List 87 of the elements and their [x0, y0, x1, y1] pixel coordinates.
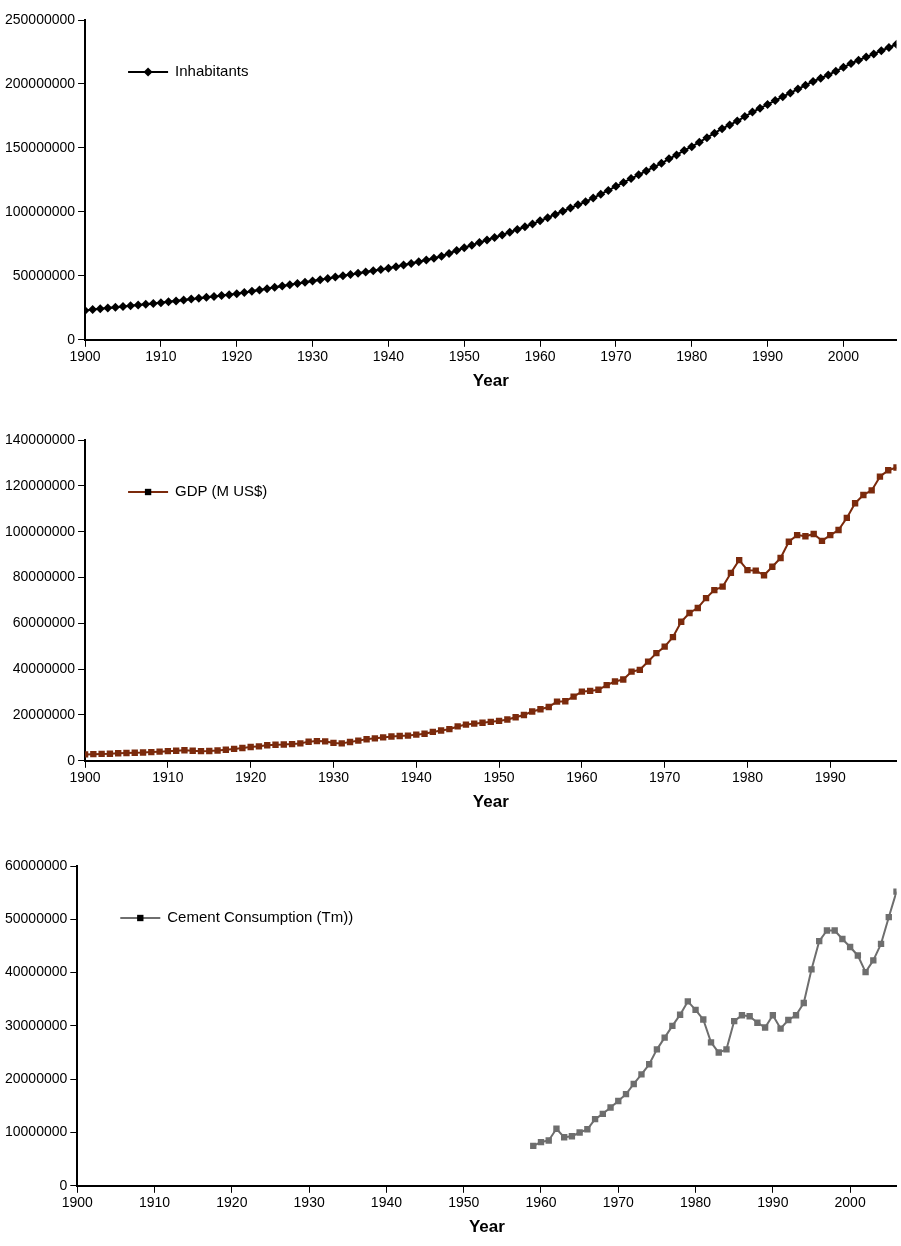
point — [692, 1006, 699, 1014]
y-tick-label: 50000000 — [4, 910, 68, 927]
point — [638, 1071, 645, 1078]
x-tick-label: 1970 — [602, 1194, 635, 1211]
point — [870, 957, 877, 964]
point — [607, 1104, 614, 1111]
y-tick-label: 150000000 — [5, 138, 76, 155]
x-tick-label: 1990 — [757, 1194, 789, 1211]
point — [661, 1034, 668, 1041]
x-tick-label: 2000 — [834, 1194, 866, 1211]
point — [707, 1039, 715, 1046]
x-tick-label: 1980 — [679, 1194, 712, 1211]
point — [769, 1012, 777, 1019]
x-axis-title: Year — [472, 792, 510, 812]
x-tick-label: 1950 — [483, 769, 515, 786]
point — [839, 935, 846, 943]
x-tick-label: 1940 — [400, 769, 433, 786]
point — [700, 1016, 707, 1023]
point — [545, 1137, 552, 1144]
x-tick-label: 1910 — [145, 348, 177, 365]
y-tick-label: 200000000 — [5, 74, 76, 91]
x-tick-label: 1990 — [752, 348, 784, 365]
x-tick-label: 1970 — [649, 769, 681, 786]
y-tick-label: 30000000 — [4, 1016, 68, 1033]
x-tick-label: 1980 — [731, 769, 764, 786]
y-tick-label: 140000000 — [5, 430, 76, 447]
point — [723, 1046, 730, 1053]
y-tick-label: 20000000 — [4, 1070, 68, 1087]
x-axis-title: Year — [472, 371, 510, 391]
point — [669, 1022, 676, 1030]
point — [761, 1024, 769, 1031]
y-tick-label: 40000000 — [12, 660, 76, 676]
x-tick-label: 1920 — [221, 348, 253, 365]
point — [731, 1017, 738, 1025]
y-tick-label: 100000000 — [5, 202, 76, 219]
y-tick-label: 20000000 — [12, 705, 76, 722]
y-tick-label: 40000000 — [4, 963, 68, 980]
x-tick-label: 1920 — [235, 769, 267, 786]
x-tick-label: 1920 — [216, 1194, 248, 1211]
legend-label: Inhabitants — [175, 62, 249, 80]
y-tick-label: 50000000 — [12, 266, 76, 283]
x-tick-label: 1940 — [372, 348, 405, 365]
y-tick-label: 0 — [67, 751, 76, 768]
y-tick-label: 0 — [59, 1176, 68, 1193]
x-tick-label: 1910 — [138, 1194, 171, 1211]
y-tick-label: 0 — [67, 330, 76, 347]
x-tick-label: 1910 — [152, 769, 184, 786]
x-tick-label: 1950 — [448, 1194, 480, 1211]
x-tick-label: 1960 — [566, 769, 598, 786]
y-tick-label: 250000000 — [5, 10, 76, 27]
y-tick-label: 120000000 — [5, 476, 76, 493]
x-tick-label: 1940 — [370, 1194, 403, 1211]
point — [653, 1046, 661, 1053]
point — [684, 998, 692, 1005]
x-tick-label: 1990 — [814, 769, 847, 786]
y-tick-label: 10000000 — [4, 1123, 68, 1140]
legend-label: GDP (M US$) — [175, 482, 268, 500]
x-tick-label: 1950 — [448, 348, 481, 365]
point — [576, 1129, 583, 1136]
x-axis-title: Year — [468, 1217, 506, 1237]
x-tick-label: 1900 — [69, 348, 101, 365]
point — [584, 1126, 591, 1133]
x-tick-label: 1970 — [600, 348, 632, 365]
point — [754, 1019, 761, 1026]
x-tick-label: 1960 — [524, 348, 556, 365]
x-tick-label: 1900 — [69, 769, 101, 786]
y-tick-label: 80000000 — [12, 568, 76, 585]
point — [854, 952, 862, 959]
point — [808, 966, 815, 973]
y-tick-label: 60000000 — [12, 614, 76, 631]
legend-label: Cement Consumption (Tm)) — [167, 908, 354, 926]
x-tick-label: 1960 — [525, 1194, 557, 1211]
x-tick-label: 1930 — [293, 1194, 325, 1211]
point — [746, 1013, 753, 1020]
point — [715, 1049, 722, 1056]
x-tick-label: 1900 — [61, 1194, 94, 1211]
y-tick-label: 100000000 — [5, 522, 76, 539]
x-tick-label: 1930 — [297, 348, 329, 365]
point — [823, 927, 831, 934]
point — [862, 968, 869, 976]
point — [553, 1125, 560, 1132]
point — [831, 927, 838, 934]
y-tick-label: 60000000 — [4, 856, 68, 873]
x-tick-label: 1930 — [317, 769, 350, 786]
x-tick-label: 2000 — [827, 348, 860, 365]
point — [777, 1025, 784, 1032]
x-tick-label: 1980 — [676, 348, 708, 365]
